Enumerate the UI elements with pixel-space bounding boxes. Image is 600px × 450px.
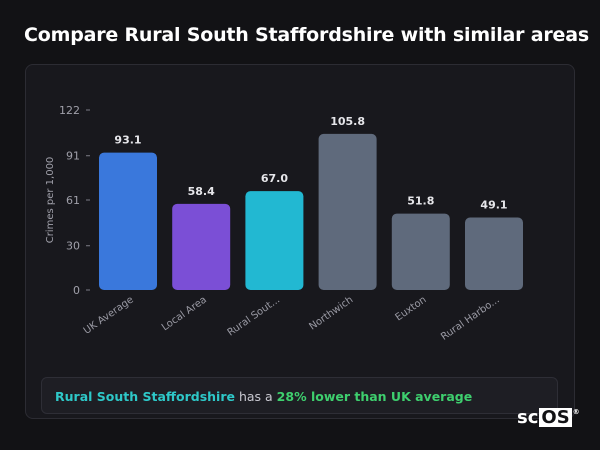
logo-text: sc	[517, 407, 539, 428]
y-tick-label: 0	[73, 284, 80, 297]
y-tick-label: 30	[66, 240, 80, 253]
bar-value-label: 105.8	[330, 115, 365, 128]
summary-difference: 28% lower than UK average	[276, 389, 473, 404]
x-category-label: Northwich	[307, 294, 355, 332]
y-tick-label: 122	[59, 104, 80, 117]
scos-logo: sc OS ®	[517, 408, 580, 428]
bar-value-label: 58.4	[188, 185, 215, 198]
bar	[172, 203, 231, 290]
comparison-summary: Rural South Staffordshire has a 28% lowe…	[41, 377, 558, 414]
bar	[245, 191, 304, 290]
y-axis-label: Crimes per 1,000	[45, 157, 56, 244]
page-title: Compare Rural South Staffordshire with s…	[24, 24, 589, 46]
bar-value-label: 51.8	[407, 195, 434, 208]
summary-area-name: Rural South Staffordshire	[55, 389, 235, 404]
x-category-label: UK Average	[82, 294, 136, 336]
logo-registered-mark: ®	[572, 408, 580, 416]
logo-box-text: OS	[539, 407, 572, 428]
summary-connector-text: has a	[234, 389, 277, 404]
y-tick-label: 61	[66, 194, 80, 207]
x-category-label: Rural Sout...	[226, 294, 283, 338]
bar-value-label: 49.1	[480, 199, 507, 212]
x-category-label: Euxton	[394, 294, 429, 323]
x-category-label: Local Area	[160, 294, 209, 333]
bar-value-label: 67.0	[261, 172, 288, 185]
bar	[391, 213, 450, 290]
y-tick-label: 91	[66, 150, 80, 163]
bar	[465, 217, 523, 290]
x-category-label: Rural Harbo...	[439, 294, 502, 342]
bar-value-label: 93.1	[114, 134, 141, 147]
bar	[318, 133, 377, 290]
bar	[99, 152, 157, 290]
